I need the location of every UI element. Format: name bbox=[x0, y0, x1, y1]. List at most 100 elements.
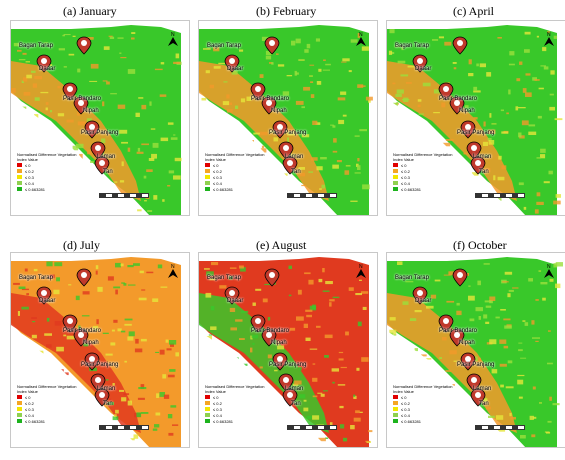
ndvi-patch bbox=[169, 369, 176, 372]
legend-item: ≤ 0.4 bbox=[393, 180, 453, 186]
ndvi-patch bbox=[38, 350, 44, 353]
legend-swatch bbox=[205, 175, 210, 179]
place-label: Laman bbox=[285, 386, 304, 392]
legend-subtitle: Index Value bbox=[205, 389, 226, 394]
location-pin-icon bbox=[250, 314, 266, 333]
svg-text:N: N bbox=[171, 32, 175, 38]
ndvi-patch bbox=[78, 325, 81, 330]
ndvi-patch bbox=[414, 348, 418, 352]
ndvi-patch bbox=[63, 334, 67, 337]
ndvi-patch bbox=[290, 327, 296, 331]
legend-label: ≤ 0.663281 bbox=[401, 186, 421, 192]
location-pin-icon bbox=[224, 286, 240, 305]
scale-bar bbox=[99, 193, 149, 198]
ndvi-patch bbox=[493, 175, 496, 181]
ndvi-patch bbox=[13, 282, 20, 285]
scale-bar bbox=[475, 193, 525, 198]
ndvi-patch bbox=[547, 31, 551, 33]
location-pin-icon bbox=[449, 96, 465, 115]
place-label: Nipah bbox=[271, 108, 287, 114]
legend-item: ≤ 0.2 bbox=[393, 400, 453, 406]
location-pin-icon bbox=[452, 36, 468, 55]
legend-swatch bbox=[205, 181, 210, 185]
ndvi-patch bbox=[353, 417, 361, 422]
location-pin-icon bbox=[272, 120, 288, 139]
ndvi-patch bbox=[90, 161, 94, 163]
place-label: Bagan Tarap bbox=[395, 43, 429, 49]
ndvi-patch bbox=[95, 270, 98, 275]
ndvi-patch bbox=[54, 262, 63, 267]
ndvi-patch bbox=[127, 400, 132, 406]
ndvi-patch bbox=[146, 169, 153, 172]
ndvi-patch bbox=[312, 395, 318, 398]
ndvi-patch bbox=[288, 294, 292, 297]
ndvi-patch bbox=[115, 262, 121, 268]
ndvi-patch bbox=[315, 38, 320, 42]
ndvi-patch bbox=[226, 94, 230, 99]
ndvi-patch bbox=[140, 338, 147, 342]
ndvi-patch bbox=[33, 268, 38, 272]
legend-swatch bbox=[205, 419, 210, 423]
legend-swatch bbox=[205, 169, 210, 173]
ndvi-patch bbox=[31, 317, 37, 319]
ndvi-patch bbox=[148, 158, 155, 161]
ndvi-patch bbox=[395, 93, 402, 97]
legend-item: ≤ 0.4 bbox=[205, 412, 265, 418]
ndvi-patch bbox=[137, 209, 142, 212]
ndvi-patch bbox=[265, 55, 272, 60]
ndvi-patch bbox=[253, 132, 260, 135]
ndvi-patch bbox=[255, 288, 262, 291]
place-label: Laman bbox=[97, 154, 116, 160]
ndvi-patch bbox=[46, 317, 50, 322]
legend-label: ≤ 0.4 bbox=[25, 180, 34, 186]
ndvi-patch bbox=[287, 129, 293, 132]
ndvi-patch bbox=[498, 197, 502, 201]
ndvi-patch bbox=[79, 153, 83, 159]
ndvi-patch bbox=[543, 66, 549, 70]
legend-title: Normalised Difference Vegetation bbox=[393, 152, 453, 157]
ndvi-patch bbox=[499, 363, 507, 367]
legend-subtitle: Index Value bbox=[393, 157, 414, 162]
ndvi-patch bbox=[110, 342, 116, 346]
ndvi-patch bbox=[309, 64, 315, 66]
ndvi-patch bbox=[213, 47, 220, 52]
ndvi-patch bbox=[117, 328, 122, 332]
place-label: Pasir Bandaro bbox=[251, 328, 290, 334]
ndvi-patch bbox=[549, 93, 554, 96]
ndvi-patch bbox=[68, 53, 75, 56]
ndvi-patch bbox=[426, 305, 434, 309]
ndvi-patch bbox=[320, 393, 325, 397]
ndvi-patch bbox=[549, 106, 555, 111]
ndvi-patch bbox=[342, 58, 350, 62]
ndvi-patch bbox=[287, 131, 295, 136]
place-label: Tan bbox=[291, 401, 301, 407]
ndvi-patch bbox=[62, 34, 65, 37]
legend-swatch bbox=[393, 163, 398, 167]
ndvi-patch bbox=[146, 271, 154, 274]
legend-label: ≤ 0.2 bbox=[401, 400, 410, 406]
ndvi-patch bbox=[483, 167, 491, 172]
ndvi-patch bbox=[312, 120, 318, 125]
ndvi-patch bbox=[277, 345, 285, 350]
ndvi-patch bbox=[442, 142, 451, 147]
place-label: Nipah bbox=[271, 340, 287, 346]
legend-label: ≤ 0.3 bbox=[213, 406, 222, 412]
ndvi-patch bbox=[486, 406, 491, 410]
ndvi-patch bbox=[354, 135, 360, 137]
legend-swatch bbox=[205, 163, 210, 167]
place-label: Pasir Panjang bbox=[457, 130, 495, 136]
ndvi-patch bbox=[110, 93, 117, 95]
ndvi-patch bbox=[170, 137, 178, 140]
ndvi-patch bbox=[539, 402, 542, 404]
location-pin-icon bbox=[264, 268, 280, 287]
location-pin-icon bbox=[449, 328, 465, 347]
ndvi-patch bbox=[154, 424, 160, 428]
ndvi-patch bbox=[323, 59, 326, 61]
ndvi-patch bbox=[162, 374, 167, 379]
ndvi-patch bbox=[31, 334, 37, 339]
ndvi-patch bbox=[203, 48, 211, 50]
ndvi-map bbox=[387, 257, 563, 447]
legend-label: ≤ 0.4 bbox=[213, 412, 222, 418]
location-pin-icon bbox=[264, 36, 280, 55]
ndvi-patch bbox=[409, 318, 417, 321]
